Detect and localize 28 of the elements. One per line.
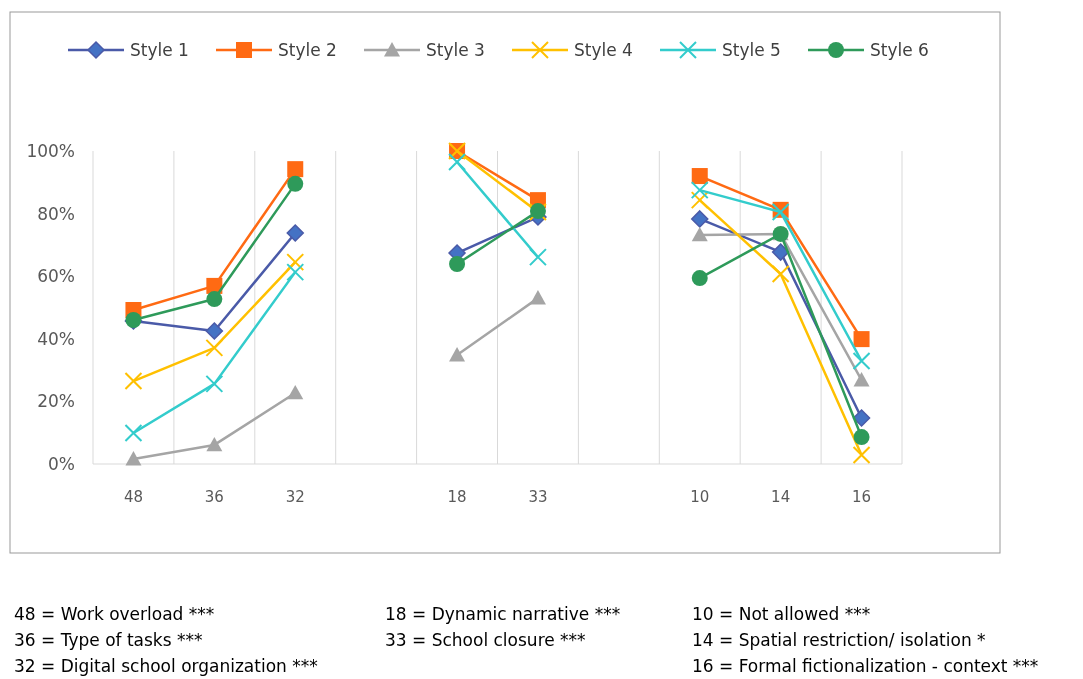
x-tick-label: 32 <box>285 488 305 506</box>
y-tick-label: 0% <box>48 453 75 474</box>
y-tick-label: 20% <box>37 391 75 412</box>
x-tick-label: 14 <box>771 488 791 506</box>
x-tick-label: 18 <box>447 488 467 506</box>
legend-label: Style 5 <box>722 39 781 60</box>
text: 10 = Not allowed *** <box>692 603 871 624</box>
x-tick-label: 33 <box>528 488 548 506</box>
x-tick-label: 48 <box>123 488 143 506</box>
text: 14 = Spatial restriction/ isolation * <box>692 629 986 650</box>
text: 48 = Work overload *** <box>14 603 215 624</box>
text: 36 = Type of tasks *** <box>14 629 203 650</box>
legend-label: Style 3 <box>426 39 485 60</box>
legend-label: Style 6 <box>870 39 929 60</box>
legend-label: Style 1 <box>130 39 189 60</box>
x-tick-label: 10 <box>690 488 710 506</box>
text: 18 = Dynamic narrative *** <box>385 603 621 624</box>
legend-label: Style 2 <box>278 39 337 60</box>
y-tick-label: 60% <box>37 266 75 287</box>
text: 33 = School closure *** <box>385 629 586 650</box>
text: 16 = Formal fictionalization - context *** <box>692 655 1039 676</box>
y-tick-label: 100% <box>26 140 75 161</box>
y-tick-label: 40% <box>37 328 75 349</box>
legend-label: Style 4 <box>574 39 633 60</box>
text: 32 = Digital school organization *** <box>14 655 318 676</box>
x-tick-label: 36 <box>204 488 224 506</box>
y-tick-label: 80% <box>37 203 75 224</box>
x-tick-label: 16 <box>852 488 872 506</box>
